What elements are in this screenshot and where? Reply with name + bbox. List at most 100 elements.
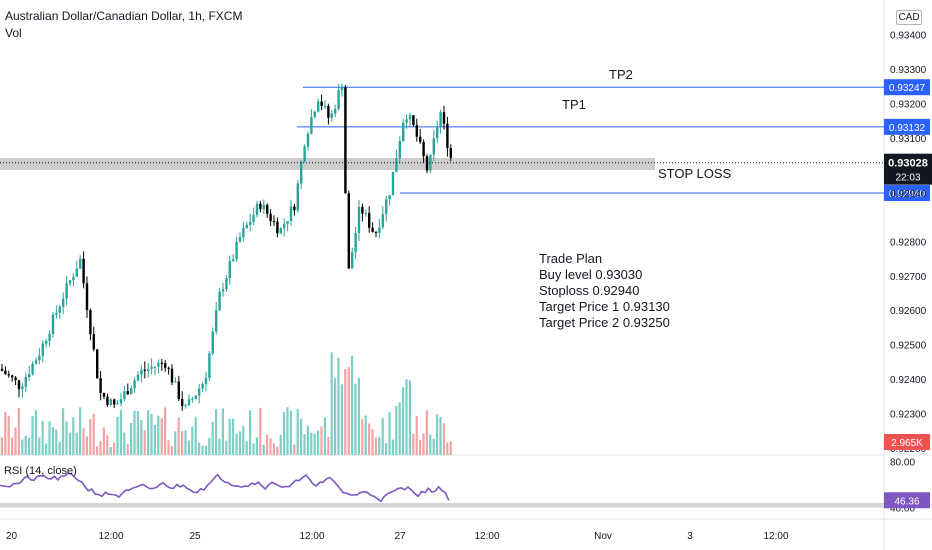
volume-bar <box>75 432 78 455</box>
candle-body <box>167 367 170 369</box>
level-price-label: 0.93247 <box>889 83 926 94</box>
volume-bar <box>143 430 146 455</box>
time-tick-label: 3 <box>687 531 693 542</box>
candle-body <box>374 231 378 233</box>
candle-body <box>72 276 75 281</box>
candle-body <box>157 362 160 367</box>
candle-body <box>198 388 201 396</box>
volume-bar <box>249 410 252 455</box>
volume-bar <box>402 387 405 455</box>
volume-bar <box>439 416 442 455</box>
candle-body <box>106 396 109 406</box>
time-axis: 20 12:00 25 12:00 27 12:00 Nov 3 12:00 <box>6 531 789 542</box>
price-tick-label: 0.93100 <box>890 134 927 145</box>
candle-body <box>334 108 337 114</box>
candle-body <box>436 126 439 139</box>
price-axis: 0.93247 0.93132 0.92940 0.93028 22:03 0.93400… <box>884 30 932 515</box>
trade-plan-title: Trade Plan <box>539 251 603 266</box>
price-tick-label: 0.92400 <box>890 375 927 386</box>
candle-body <box>310 117 313 134</box>
volume-bar <box>385 443 388 455</box>
volume-bar <box>113 442 116 455</box>
candle-body <box>34 360 38 364</box>
candle-body <box>249 221 252 225</box>
candle-body <box>164 363 167 368</box>
bar-countdown-label: 22:03 <box>895 173 920 184</box>
candle-body <box>194 395 197 399</box>
candle-body <box>368 213 371 228</box>
candle-body <box>130 388 133 395</box>
candle-body <box>289 206 293 221</box>
volume-bar <box>351 355 354 455</box>
volume-bar <box>170 446 173 455</box>
candle-body <box>388 195 391 200</box>
candle-body <box>143 369 146 371</box>
symbol-title[interactable]: Australian Dollar/Canadian Dollar, 1h, F… <box>5 9 243 23</box>
candle-body <box>160 362 163 364</box>
candle-body <box>303 146 306 162</box>
candle-body <box>0 368 4 371</box>
price-tick-label: 0.93400 <box>890 30 927 41</box>
candle-body <box>266 204 269 214</box>
candle-body <box>181 399 184 406</box>
volume-bar <box>327 436 330 455</box>
candle-body <box>119 399 123 404</box>
volume-value-tag <box>884 434 930 450</box>
volume-bar <box>364 415 367 455</box>
candle-body <box>232 259 235 261</box>
candle-body <box>385 199 388 215</box>
candle-body <box>446 123 449 149</box>
volume-bar <box>378 437 381 455</box>
candle-body <box>398 141 401 159</box>
candle-body <box>68 280 72 284</box>
candle-body <box>442 112 446 124</box>
time-tick-label: 27 <box>394 531 406 542</box>
rsi-tick-label: 40.00 <box>890 504 915 515</box>
candle-body <box>85 283 89 311</box>
volume-bar <box>232 418 235 455</box>
support-zone <box>0 158 655 170</box>
candle-body <box>449 148 452 158</box>
current-price-label: 0.93028 <box>888 158 928 170</box>
volume-bar <box>320 426 323 455</box>
volume-bar <box>17 408 20 455</box>
candle-body <box>58 306 61 313</box>
volume-bar <box>300 418 303 455</box>
volume-bar <box>174 431 177 455</box>
volume-indicator-label[interactable]: Vol <box>5 26 22 40</box>
volume-bar <box>310 432 313 455</box>
rsi-indicator-label[interactable]: RSI (14, close) <box>4 465 77 477</box>
price-tick-label: 0.93300 <box>890 65 927 76</box>
candle-body <box>187 399 191 406</box>
support-zone-band <box>0 158 655 170</box>
candle-body <box>208 353 211 378</box>
volume-bar <box>415 416 418 455</box>
volume-bar <box>340 384 343 455</box>
volume-bar <box>11 437 14 455</box>
volume-bar <box>313 433 316 455</box>
volume-bar <box>28 437 31 455</box>
volume-bar <box>323 417 326 455</box>
candle-body <box>296 183 299 211</box>
candle-body <box>402 122 405 142</box>
price-tick-label: 0.92300 <box>890 410 927 421</box>
volume-bar <box>228 418 231 455</box>
candle-body <box>28 374 31 378</box>
candle-body <box>415 125 418 137</box>
candle-body <box>147 368 150 371</box>
candle-body <box>408 115 412 120</box>
candle-body <box>116 403 119 405</box>
volume-bar <box>160 418 163 455</box>
volume-bar <box>106 435 109 455</box>
currency-badge[interactable]: CAD <box>896 10 922 25</box>
volume-bar <box>296 409 299 455</box>
candle-body <box>21 386 24 390</box>
volume-bar <box>187 440 190 455</box>
price-levels <box>297 86 884 194</box>
candle-body <box>378 227 381 233</box>
volume-bar <box>419 439 422 455</box>
volume-bar <box>317 430 320 455</box>
candle-body <box>136 374 140 381</box>
volume-bar <box>41 420 44 455</box>
